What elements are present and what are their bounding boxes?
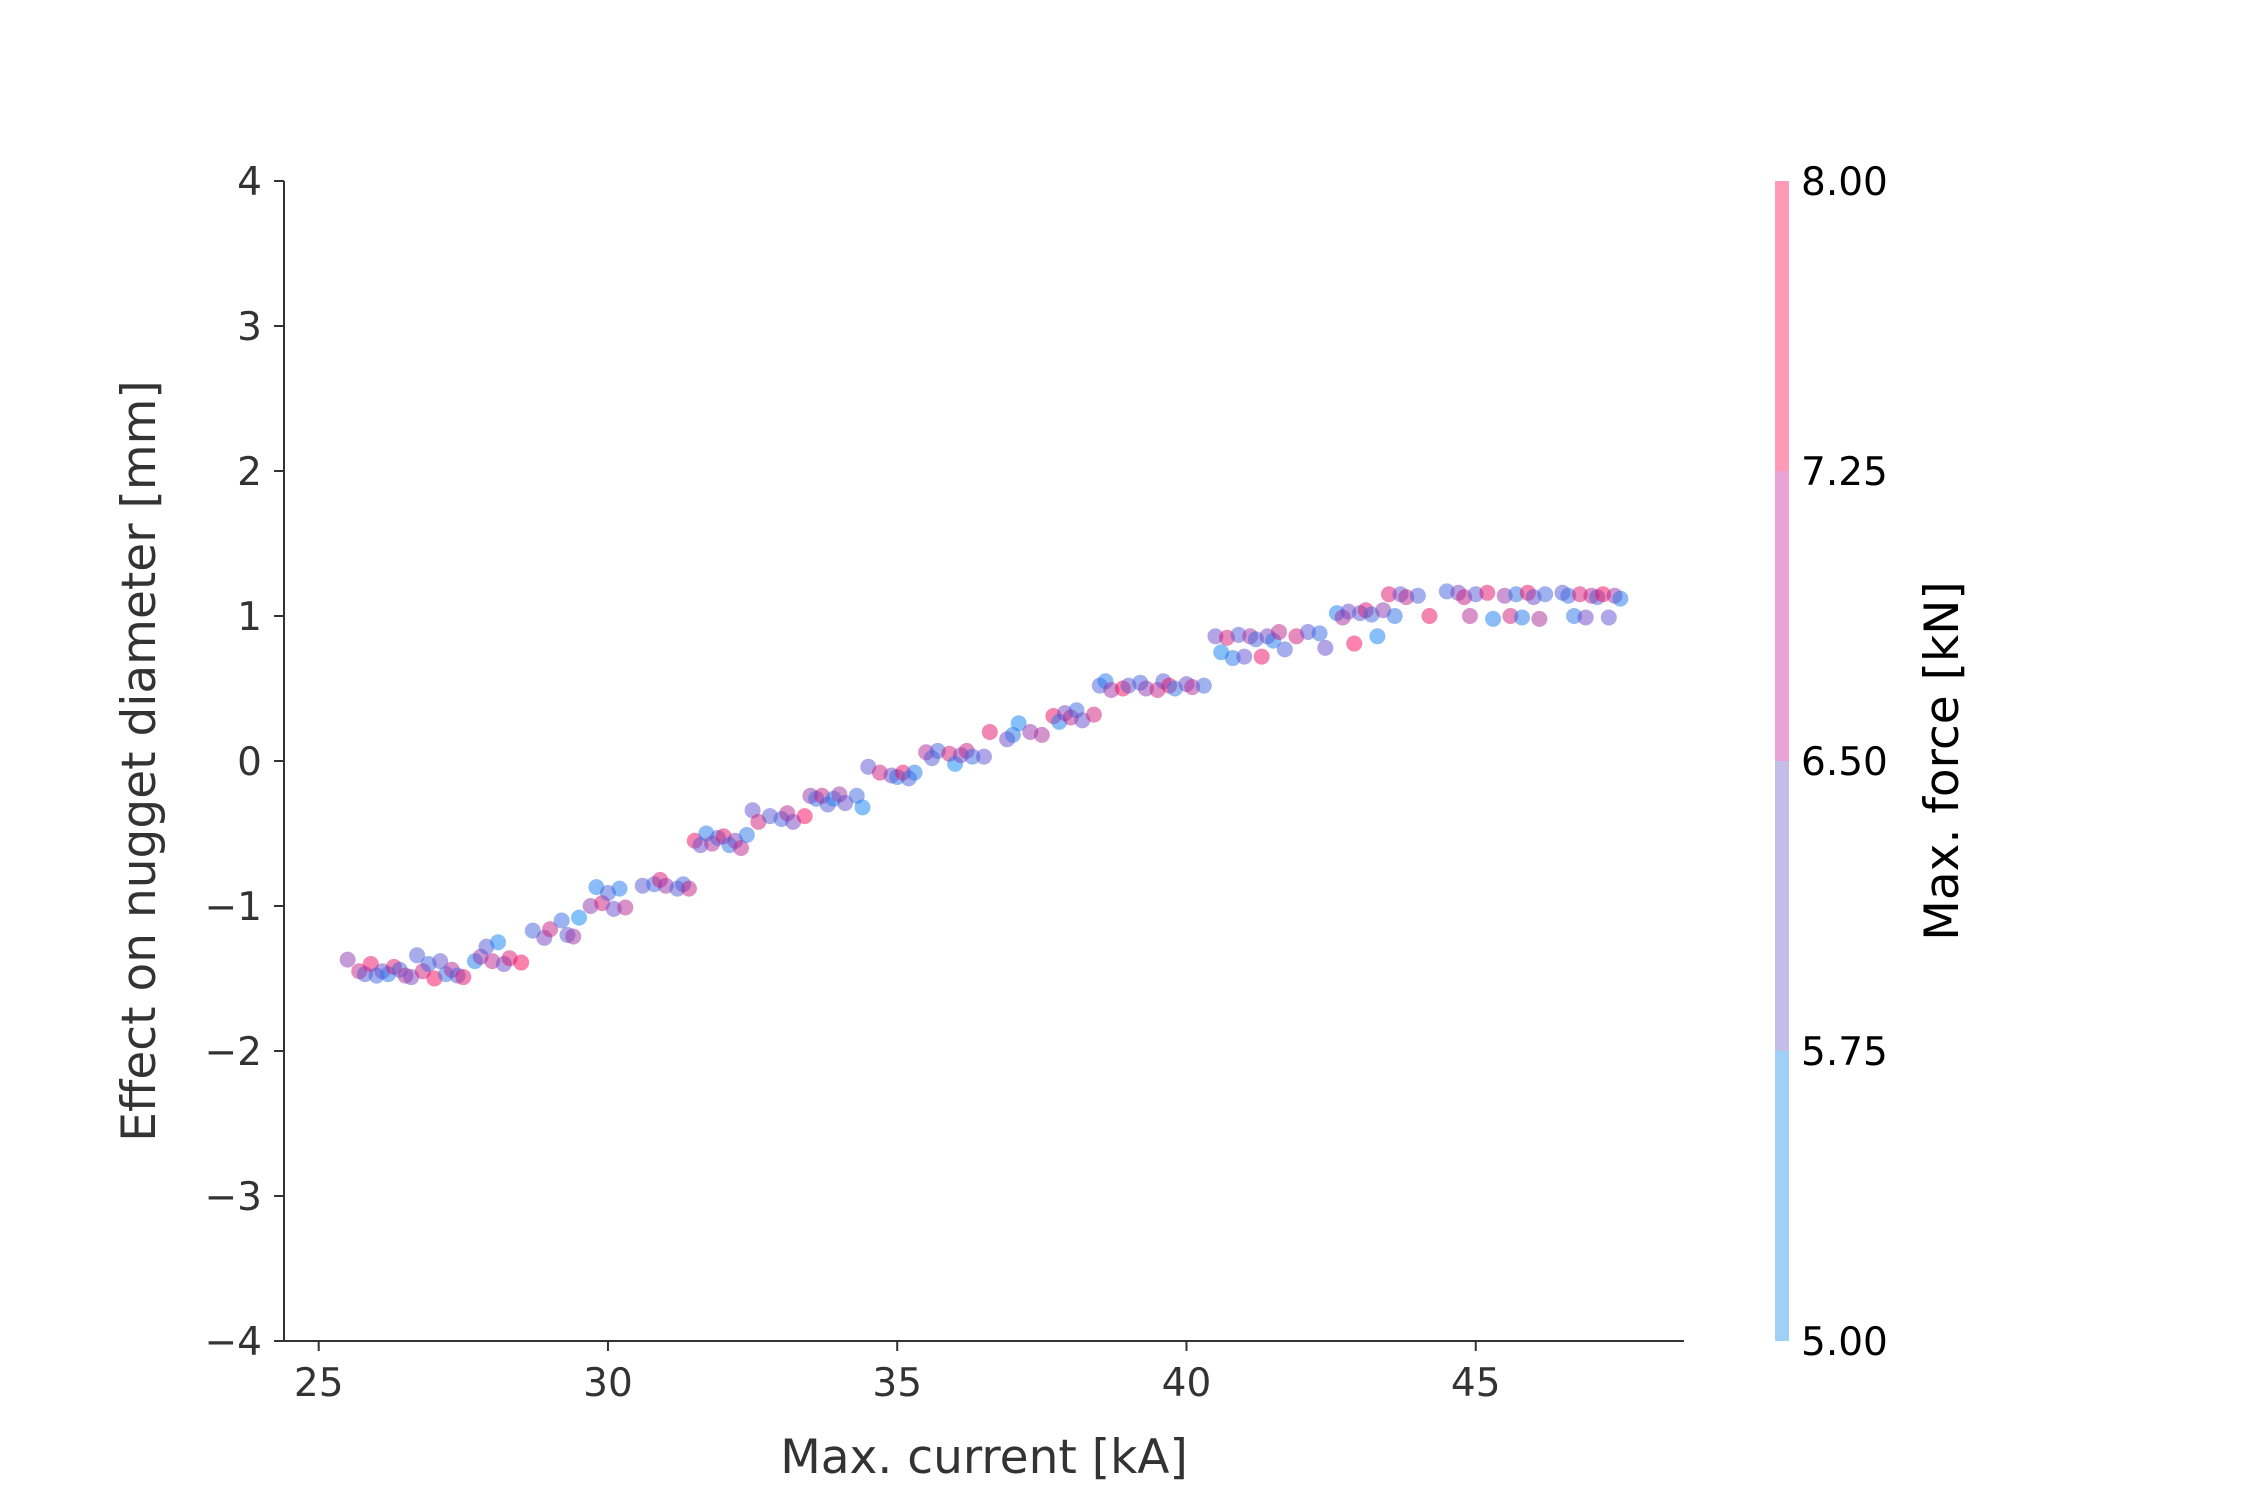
data-point bbox=[1236, 648, 1253, 665]
data-point bbox=[339, 951, 356, 968]
y-tick-label: −2 bbox=[205, 1030, 263, 1075]
data-point bbox=[1033, 726, 1050, 743]
colorbar-band bbox=[1775, 1051, 1789, 1341]
y-tick-label: −1 bbox=[205, 885, 263, 930]
data-point bbox=[553, 912, 570, 929]
colorbar-tick-label: 8.00 bbox=[1801, 160, 1888, 205]
data-point bbox=[565, 928, 582, 945]
colorbar-tick-label: 5.75 bbox=[1801, 1030, 1888, 1075]
data-point bbox=[854, 799, 871, 816]
data-point bbox=[1386, 608, 1403, 624]
colorbar-band bbox=[1775, 471, 1789, 761]
data-point bbox=[964, 748, 981, 765]
data-point bbox=[837, 795, 854, 812]
x-tick-label: 45 bbox=[1451, 1361, 1501, 1406]
x-axis-ticks: 25 30 35 40 45 bbox=[294, 1341, 1501, 1406]
data-point bbox=[432, 953, 449, 970]
data-point bbox=[733, 840, 750, 856]
data-point bbox=[1195, 677, 1212, 694]
colorbar-band bbox=[1775, 181, 1789, 471]
data-point bbox=[513, 954, 530, 971]
data-point bbox=[490, 934, 507, 951]
data-point bbox=[1253, 648, 1270, 665]
data-point bbox=[1612, 590, 1629, 607]
y-axis-label: Effect on nugget diameter [mm] bbox=[112, 380, 167, 1141]
data-point bbox=[1600, 609, 1617, 626]
y-tick-label: −4 bbox=[205, 1320, 263, 1365]
colorbar-tick-label: 6.50 bbox=[1801, 740, 1888, 785]
data-point bbox=[409, 947, 426, 964]
x-axis-label: Max. current [kA] bbox=[780, 1430, 1188, 1485]
x-tick-label: 25 bbox=[294, 1361, 344, 1406]
data-point bbox=[1380, 586, 1397, 603]
colorbar-ticks: 5.00 5.75 6.50 7.25 8.00 bbox=[1801, 160, 1888, 1365]
data-point bbox=[1577, 609, 1594, 626]
colorbar-tick-label: 5.00 bbox=[1801, 1320, 1888, 1365]
data-point bbox=[1085, 706, 1102, 723]
data-point bbox=[1537, 586, 1554, 603]
y-tick-label: 3 bbox=[237, 305, 262, 350]
data-point bbox=[1479, 584, 1496, 601]
y-tick-label: −3 bbox=[205, 1175, 263, 1220]
x-tick-label: 35 bbox=[872, 1361, 922, 1406]
data-point bbox=[1421, 608, 1438, 624]
data-point bbox=[1514, 609, 1531, 626]
y-tick-label: 1 bbox=[237, 595, 262, 640]
y-tick-label: 4 bbox=[237, 160, 262, 205]
colorbar-label: Max. force [kN] bbox=[1915, 581, 1970, 940]
data-point bbox=[1409, 587, 1426, 604]
data-point bbox=[1531, 610, 1548, 627]
scatter-points bbox=[339, 583, 1629, 987]
data-point bbox=[906, 764, 923, 781]
data-point bbox=[1311, 625, 1328, 642]
data-point bbox=[680, 880, 697, 897]
data-point bbox=[1485, 610, 1502, 627]
data-point bbox=[796, 808, 813, 825]
x-tick-label: 30 bbox=[583, 1361, 633, 1406]
colorbar bbox=[1775, 181, 1789, 1341]
data-point bbox=[1369, 628, 1386, 645]
data-point bbox=[1271, 623, 1288, 640]
data-point bbox=[1010, 715, 1027, 732]
data-point bbox=[1461, 608, 1478, 624]
x-tick-label: 40 bbox=[1162, 1361, 1212, 1406]
data-point bbox=[1346, 635, 1363, 652]
data-point bbox=[524, 922, 541, 939]
colorbar-tick-label: 7.25 bbox=[1801, 450, 1888, 495]
y-axis-ticks: 4 3 2 1 0 −1 −2 −3 −4 bbox=[205, 160, 284, 1365]
data-point bbox=[611, 880, 628, 897]
data-point bbox=[1276, 641, 1293, 658]
data-point bbox=[1317, 639, 1334, 656]
data-point bbox=[976, 748, 992, 765]
data-point bbox=[571, 909, 588, 926]
data-point bbox=[455, 969, 472, 986]
data-point bbox=[617, 899, 634, 916]
data-point bbox=[981, 724, 998, 740]
data-point bbox=[542, 921, 559, 938]
y-tick-label: 0 bbox=[237, 740, 262, 785]
y-tick-label: 2 bbox=[237, 450, 262, 495]
data-point bbox=[738, 826, 755, 843]
colorbar-band bbox=[1775, 761, 1789, 1051]
